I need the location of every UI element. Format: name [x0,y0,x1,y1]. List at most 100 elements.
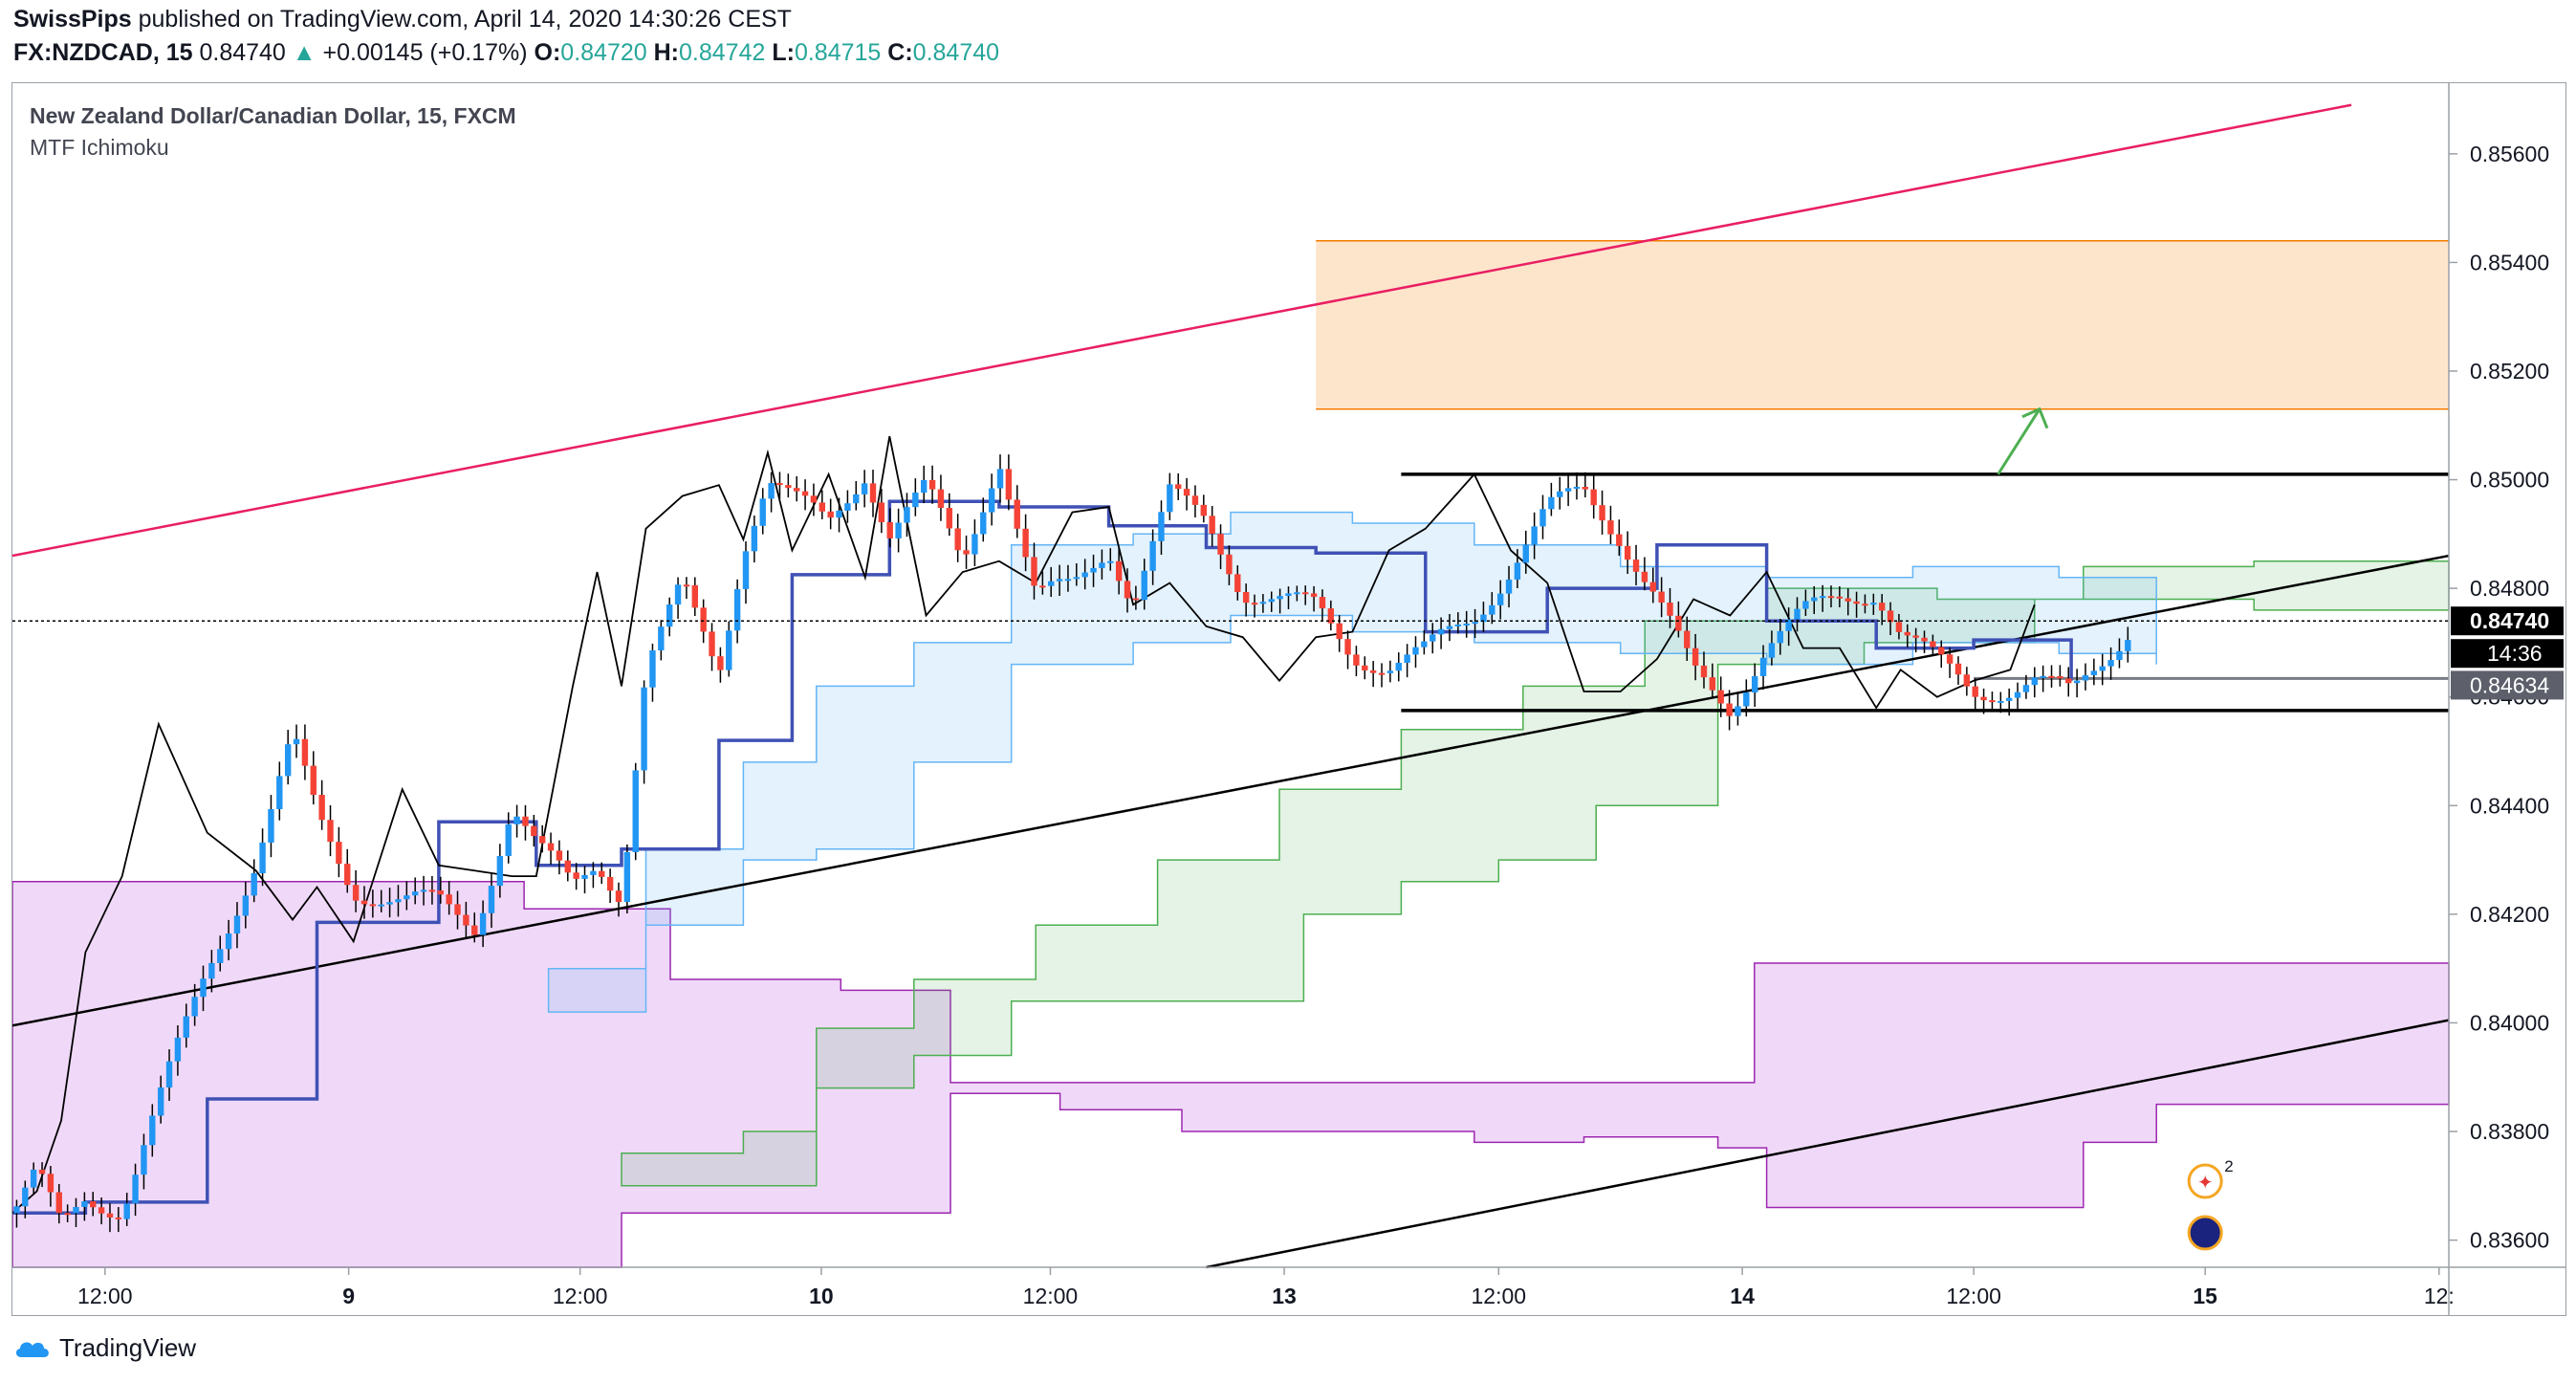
candle-body [47,1174,55,1193]
candle-body [496,856,504,887]
y-tick-label: 0.85600 [2470,142,2549,166]
candle-body [1590,489,1597,506]
candle-body [463,914,469,926]
candle-body [1845,598,1851,602]
candle-body [861,483,868,494]
candle-body [801,491,809,496]
candle-body [996,469,1004,489]
candle-body [1437,628,1445,635]
x-tick-label: 12: [2424,1284,2455,1308]
x-tick-label: 12:00 [1946,1284,2001,1308]
candle-body [149,1115,156,1146]
tradingview-brand[interactable]: TradingView [13,1333,196,1363]
candle-body [1378,672,1386,675]
candle-body [1726,703,1733,716]
candle-body [666,604,673,627]
candle-body [844,503,851,511]
candle-body [38,1169,46,1174]
candle-body [1624,545,1631,560]
close-label: C: [887,39,913,66]
candle-body [1167,484,1173,513]
candle-body [1777,630,1783,644]
candle-body [810,495,818,503]
candle-body [488,886,495,913]
candle-body [1022,528,1029,558]
candle-body [327,820,334,843]
candle-body [895,522,902,538]
event-count: 2 [2224,1157,2233,1175]
candle-body [73,1206,79,1214]
candle-body [360,900,368,905]
candle-body [2090,670,2098,676]
new-zealand-flag-icon [2187,1215,2223,1251]
y-tick-label: 0.84000 [2470,1010,2549,1035]
candle-body [946,508,953,529]
candle-body [1319,597,1326,609]
candle-body [658,626,665,651]
candle-body [674,584,682,605]
candle-body [1641,571,1648,582]
candle-body [1989,700,1996,703]
candle-body [1709,677,1716,691]
candle-body [1649,582,1656,592]
candle-body [1412,647,1419,655]
upper-channel-line [12,103,2352,558]
candle-body [1972,686,1978,697]
candle-body [522,816,529,826]
candle-body [1667,603,1673,616]
chikou-line [12,435,2036,1214]
candle-body [1099,562,1105,568]
candle-body [937,489,945,509]
x-tick-label: 13 [1272,1284,1297,1308]
canada-flag-icon [2187,1163,2223,1199]
candle-body [776,483,783,486]
candle-body [1751,676,1758,693]
candle-body [928,479,936,490]
candle-body [1539,509,1546,527]
candle-body [1785,619,1792,631]
candle-body [369,904,377,907]
candle-body [174,1037,182,1062]
candle-body [141,1145,147,1175]
candle-body [615,890,622,902]
candle-body [1522,544,1529,563]
level-label: 0.84634 [2470,672,2549,697]
candle-body [1836,596,1844,599]
symbol-legend: FX:NZDCAD, 15 0.84740 ▲ +0.00145 (+0.17%… [13,39,999,67]
candle-body [1632,560,1640,572]
candle-body [1954,663,1962,675]
candle-body [1158,512,1165,541]
candle-body [573,872,579,879]
candle-body [1404,654,1410,663]
candle-body [1073,577,1081,580]
candle-body [717,656,724,670]
close-value: 0.84740 [912,39,1000,66]
candle-body [1938,647,1945,655]
publisher-name: SwissPips [13,6,132,33]
price-change: +0.00145 (+0.17%) [322,39,528,66]
price-chart[interactable]: ✦ 2 0.85600 0.85400 0.85200 0.85000 0.84800 0.8… [12,83,2565,1315]
y-tick-label: 0.85200 [2470,359,2549,384]
candle-body [1362,665,1368,670]
candle-body [683,584,690,587]
candle-body [980,512,987,535]
candle-body [1344,639,1351,655]
candle-body [2107,660,2114,667]
x-tick-label: 14 [1730,1284,1755,1308]
candle-body [1226,554,1233,575]
candle-body [1819,596,1826,599]
publish-info: SwissPips published on TradingView.com, … [13,6,792,33]
open-label: O: [534,39,561,66]
candle-body [1895,622,1903,632]
candle-body [1675,615,1682,631]
candle-body [878,502,885,522]
candle-body [691,584,698,608]
candle-body [1862,604,1868,606]
candle-body [2099,666,2106,671]
candle-body [513,816,520,824]
chart-frame[interactable]: ✦ 2 0.85600 0.85400 0.85200 0.85000 0.84800 0.8… [11,82,2566,1316]
candle-body [921,479,928,494]
candle-body [251,872,257,896]
candle-body [1048,581,1055,586]
candle-body [1582,487,1589,490]
